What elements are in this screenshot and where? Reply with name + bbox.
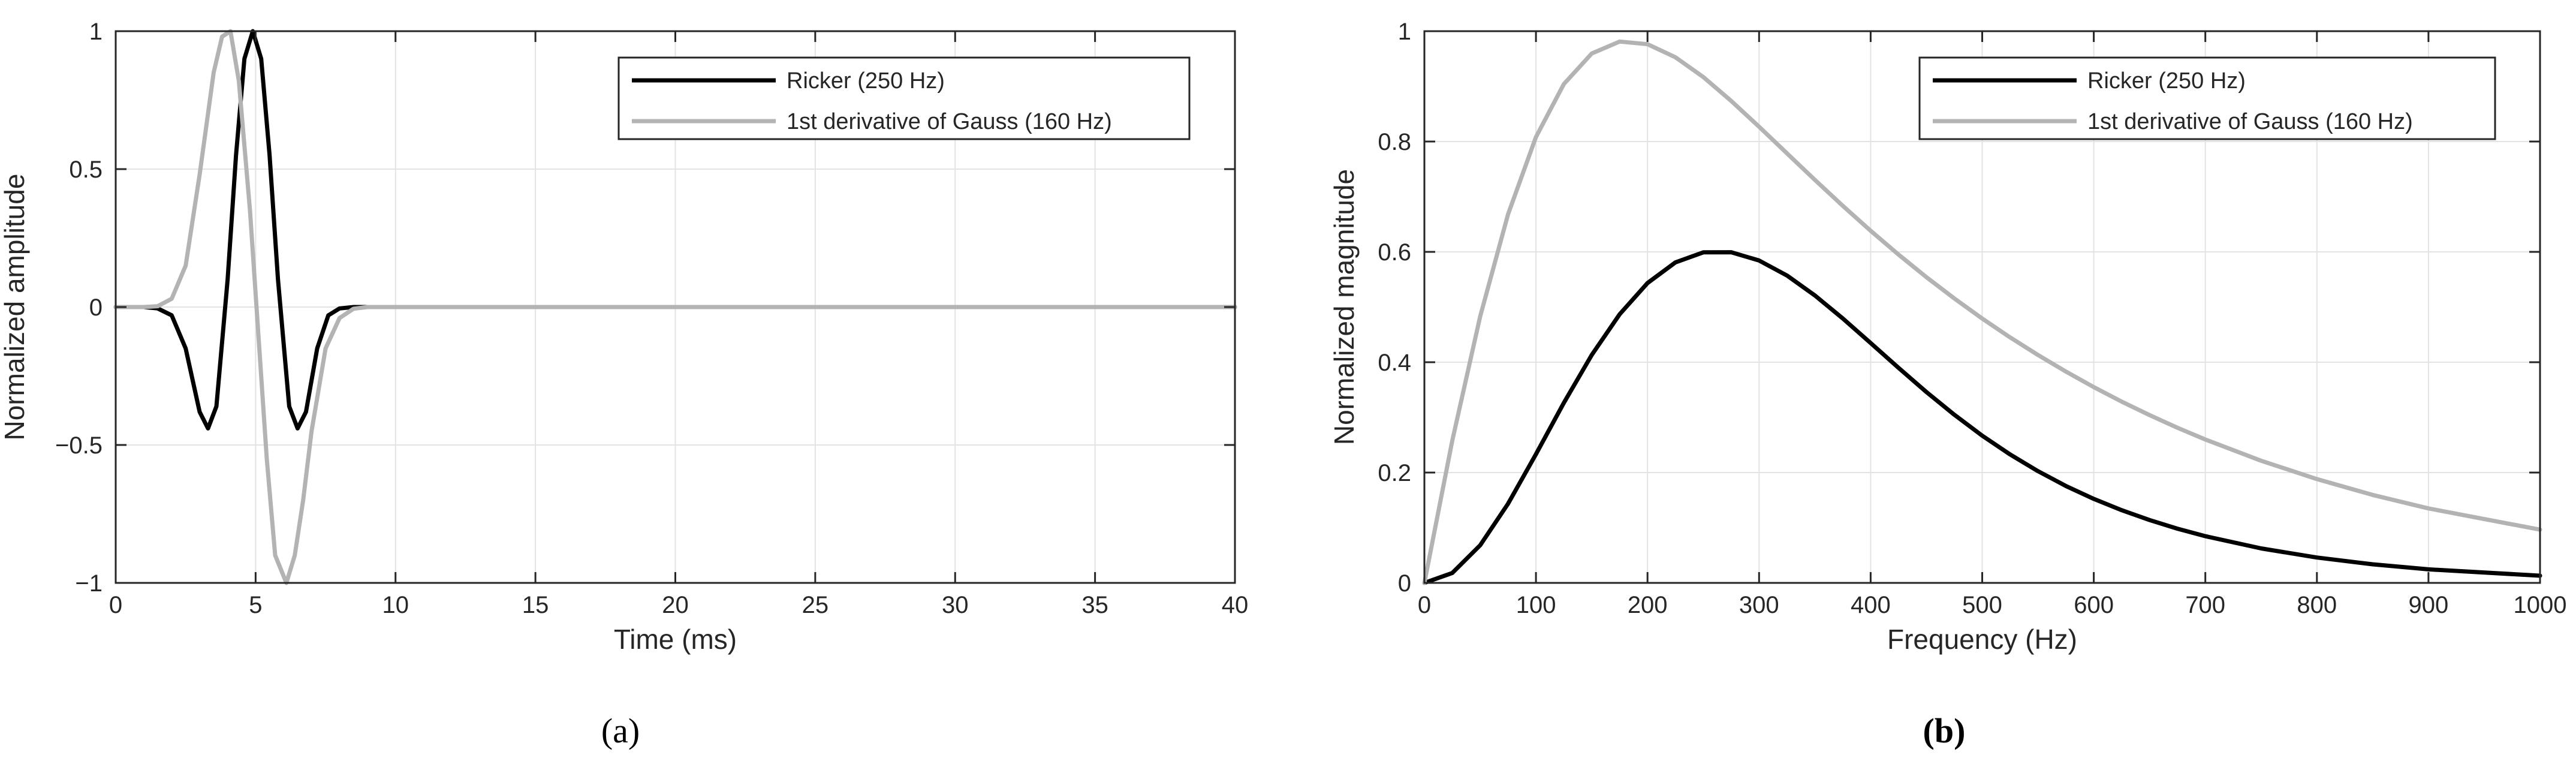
series-line-gauss-derivative [113, 29, 1237, 585]
x-tick-label: 20 [662, 592, 689, 618]
x-tick-label: 500 [1962, 592, 2002, 618]
x-tick-label: 30 [942, 592, 969, 618]
y-tick-label: 1 [1398, 19, 1411, 45]
y-tick-label: 0.4 [1378, 350, 1411, 376]
panel-caption: (a) [601, 711, 640, 750]
x-tick-label: 5 [249, 592, 262, 618]
series-line-ricker [1422, 250, 2542, 585]
y-tick-label: 0.2 [1378, 460, 1411, 486]
x-tick-label: 35 [1081, 592, 1108, 618]
x-tick-label: 0 [109, 592, 122, 618]
y-axis-label: Normalized amplitude [0, 174, 30, 441]
x-tick-label: 900 [2409, 592, 2449, 618]
y-tick-label: 0.5 [69, 157, 103, 183]
panel-caption: (b) [1923, 711, 1966, 750]
legend-entry: Ricker (250 Hz) [2087, 68, 2246, 94]
legend: Ricker (250 Hz) 1st derivative of Gauss (… [617, 56, 1191, 140]
x-axis-label: Frequency (Hz) [1887, 624, 2077, 655]
x-tick-label: 800 [2297, 592, 2337, 618]
y-tick-label: 0.6 [1378, 239, 1411, 266]
x-tick-label: 400 [1851, 592, 1891, 618]
x-tick-label: 15 [522, 592, 549, 618]
legend-entry: 1st derivative of Gauss (160 Hz) [2087, 109, 2413, 134]
x-tick-label: 300 [1739, 592, 1779, 618]
chart-panel-a: 0 5 10 15 20 25 30 35 40 −1 −0.5 0 0.5 1 Time (ms) Norm… [0, 19, 1248, 750]
x-tick-label: 0 [1418, 592, 1431, 618]
legend-box [1918, 56, 2496, 140]
y-tick-label: −1 [75, 570, 103, 597]
legend-box [617, 56, 1191, 140]
legend: Ricker (250 Hz) 1st derivative of Gauss (… [1918, 56, 2496, 140]
y-tick-label: 0 [89, 294, 103, 321]
y-tick-label: 0 [1398, 570, 1411, 597]
x-tick-label: 600 [2074, 592, 2114, 618]
series-line-gauss-derivative [1422, 39, 2542, 585]
y-tick-label: 0.8 [1378, 129, 1411, 155]
legend-entry: Ricker (250 Hz) [787, 68, 945, 94]
x-axis-label: Time (ms) [614, 624, 737, 655]
x-tick-label: 25 [802, 592, 829, 618]
x-tick-label: 1000 [2514, 592, 2567, 618]
x-tick-label: 700 [2185, 592, 2225, 618]
chart-panel-b: 0 100 200 300 400 500 600 700 800 900 1000 0 0.2 0.4 0… [1328, 19, 2566, 750]
x-tick-label: 200 [1628, 592, 1668, 618]
y-axis-label: Normalized magnitude [1328, 169, 1360, 445]
series-line-ricker [113, 29, 1237, 431]
legend-entry: 1st derivative of Gauss (160 Hz) [787, 109, 1112, 134]
y-tick-label: 1 [89, 19, 103, 45]
x-tick-label: 100 [1516, 592, 1556, 618]
x-tick-label: 40 [1222, 592, 1249, 618]
y-tick-label: −0.5 [55, 432, 103, 459]
x-tick-label: 10 [382, 592, 409, 618]
